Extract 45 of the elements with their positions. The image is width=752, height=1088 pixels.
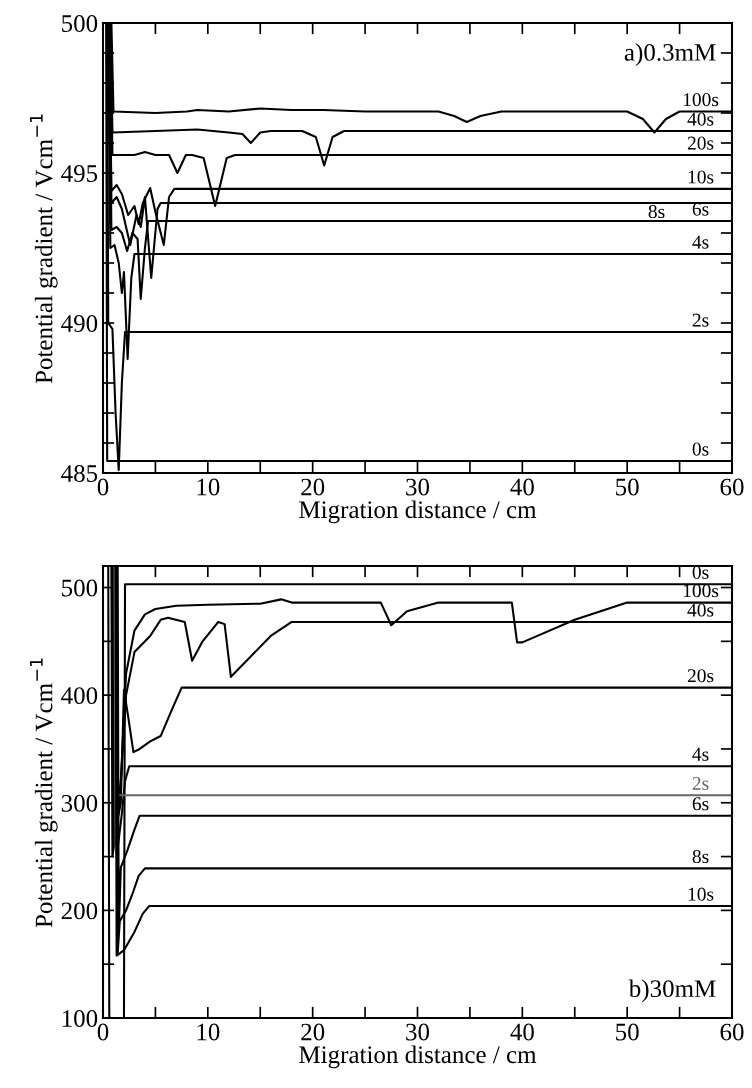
x-tick-label: 20 <box>301 478 325 496</box>
x-tick-label: 10 <box>197 478 220 496</box>
x-tick-label: 50 <box>616 478 639 496</box>
annotation: a)0.3mM <box>624 43 716 66</box>
x-axis-title: Migration distance / cm <box>299 1045 537 1069</box>
series-label: 20s <box>687 669 714 683</box>
y-tick-label: 490 <box>61 315 98 332</box>
x-tick-label: 10 <box>197 1023 220 1041</box>
y-tick-label: 500 <box>62 15 98 32</box>
y-tick-label: 500 <box>62 579 98 597</box>
legend-label: 0s <box>692 442 709 456</box>
legend-label: 4s <box>692 747 709 761</box>
x-tick-label: 40 <box>510 1023 534 1041</box>
annotation: b)30mM <box>628 979 716 1003</box>
legend-label: 10s <box>688 170 714 184</box>
x-tick-label: 30 <box>406 478 430 496</box>
legend-label: 20s <box>687 136 714 150</box>
legend-label: 40s <box>687 112 714 126</box>
y-tick-label: 495 <box>61 165 98 182</box>
legend-label: 6s <box>692 797 709 811</box>
legend-label: 100s <box>683 584 719 598</box>
series-label: 8s <box>648 204 665 219</box>
x-tick-label: 20 <box>301 1023 325 1041</box>
series-label: 40s <box>687 603 714 617</box>
y-tick-label: 300 <box>61 794 98 812</box>
x-tick-label: 30 <box>406 1023 430 1041</box>
series-label: 10s <box>688 887 714 901</box>
y-axis-title: Potential gradient / Vcm$^{−1}$ <box>29 658 58 928</box>
series-label: 2s <box>692 776 709 790</box>
y-tick-label: 485 <box>61 465 98 482</box>
y-tick-label: 200 <box>61 902 98 920</box>
y-tick-label: 400 <box>61 687 98 705</box>
legend-label: 4s <box>692 235 709 249</box>
x-tick-label: 60 <box>720 1023 744 1041</box>
y-tick-label: 100 <box>62 1010 98 1027</box>
x-tick-label: 40 <box>510 478 534 496</box>
x-tick-label: 0 <box>97 478 109 496</box>
x-axis-title: Migration distance / cm <box>299 500 537 524</box>
legend-label: 8s <box>692 849 709 864</box>
series-label: 100s <box>683 93 719 107</box>
x-tick-label: 60 <box>720 478 744 496</box>
y-axis-title: Potential gradient / Vcm$^{−1}$ <box>29 114 58 384</box>
legend-label: 2s <box>692 313 709 327</box>
x-tick-label: 50 <box>616 1023 639 1041</box>
x-tick-label: 0 <box>97 1023 109 1041</box>
